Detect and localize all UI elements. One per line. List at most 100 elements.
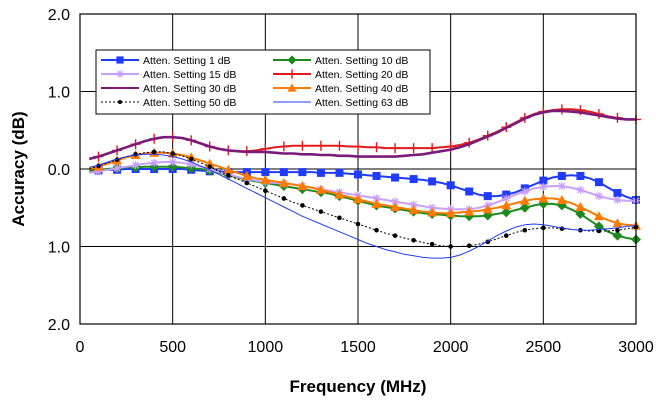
marker-star — [539, 182, 548, 191]
marker-circle — [188, 156, 194, 162]
marker-square — [613, 189, 622, 198]
marker-star — [187, 160, 196, 169]
series-line — [89, 153, 637, 259]
x-tick-label: 1000 — [248, 339, 284, 356]
marker-triangle — [287, 83, 297, 92]
marker-circle — [448, 244, 453, 249]
x-tick-label: 500 — [159, 339, 186, 356]
marker-star — [557, 182, 566, 191]
marker-triangle — [593, 211, 604, 221]
marker-triangle — [371, 198, 382, 208]
marker-triangle — [334, 189, 345, 199]
marker-triangle — [315, 184, 326, 194]
marker-triangle — [390, 201, 401, 211]
marker-circle — [392, 233, 398, 238]
marker-square — [557, 171, 566, 180]
legend-box — [95, 49, 431, 115]
series-8 — [89, 153, 637, 259]
marker-square — [428, 177, 437, 186]
marker-square — [261, 168, 270, 177]
marker-circle — [263, 188, 268, 193]
marker-star — [594, 192, 603, 201]
marker-plus — [334, 140, 345, 151]
marker-circle — [281, 196, 287, 201]
marker-diamond — [501, 207, 512, 218]
x-axis-title: Frequency (MHz) — [290, 377, 427, 396]
legend-item: Atten. Setting 15 dB — [101, 69, 236, 81]
marker-diamond — [287, 55, 297, 65]
legend-item: Atten. Setting 10 dB — [273, 55, 408, 67]
y-tick-label: 2.0 — [48, 7, 70, 24]
marker-square — [279, 168, 288, 177]
marker-triangle — [519, 195, 530, 205]
marker-diamond — [575, 208, 586, 219]
marker-square — [298, 168, 307, 177]
marker-square — [316, 168, 325, 177]
marker-circle — [559, 226, 565, 231]
marker-circle — [615, 227, 620, 233]
legend-label: Atten. Setting 10 dB — [315, 55, 408, 67]
marker-triangle — [241, 170, 252, 180]
x-tick-label: 2500 — [526, 339, 562, 356]
marker-square — [539, 176, 548, 185]
marker-triangle — [278, 177, 289, 187]
marker-triangle — [204, 158, 215, 168]
marker-star — [113, 164, 122, 173]
marker-triangle — [260, 174, 271, 184]
legend-item: Atten. Setting 1 dB — [101, 55, 231, 67]
marker-plus — [278, 141, 289, 152]
legend-label: Atten. Setting 40 dB — [315, 83, 408, 95]
marker-triangle — [427, 207, 438, 217]
marker-square — [594, 178, 603, 187]
marker-triangle — [408, 205, 419, 215]
legend: Atten. Setting 1 dB Atten. Setting 10 dB A… — [95, 49, 431, 115]
marker-star — [150, 158, 159, 167]
marker-star — [205, 165, 214, 173]
marker-diamond — [612, 230, 623, 241]
legend-label: Atten. Setting 50 dB — [143, 97, 236, 109]
series-layer — [88, 104, 641, 259]
legend-label: Atten. Setting 30 dB — [143, 83, 236, 95]
marker-triangle — [223, 164, 234, 174]
y-tick-label: 1.0 — [48, 85, 70, 102]
marker-diamond — [519, 202, 530, 213]
y-axis-title: Accuracy (dB) — [9, 111, 28, 226]
x-tick-label: 0 — [76, 339, 85, 356]
marker-circle — [225, 172, 231, 178]
marker-circle — [151, 149, 157, 155]
marker-circle — [429, 241, 435, 247]
marker-triangle — [556, 195, 567, 204]
marker-circle — [118, 100, 122, 104]
marker-circle — [466, 243, 472, 249]
y-tick-label: 2.0 — [48, 317, 70, 334]
series-5 — [88, 109, 636, 161]
marker-square — [335, 168, 344, 177]
marker-star — [409, 200, 418, 209]
marker-star — [391, 197, 400, 206]
marker-star — [372, 194, 381, 203]
marker-triangle — [445, 208, 456, 218]
marker-circle — [411, 238, 416, 243]
marker-square — [576, 171, 585, 180]
legend-item: Atten. Setting 50 dB — [101, 97, 236, 109]
marker-plus — [556, 104, 567, 115]
marker-circle — [318, 209, 324, 214]
y-tick-label: 0.0 — [48, 162, 70, 179]
marker-circle — [133, 151, 138, 157]
ticks: 0 500 1000 1500 2000 2500 3000 2.0 1.0 0.0 1.0 2.0 — [48, 7, 654, 356]
marker-circle — [337, 215, 342, 221]
legend-item: Atten. Setting 40 dB — [273, 83, 408, 95]
series-line — [88, 109, 636, 161]
marker-circle — [522, 227, 528, 233]
marker-plus — [371, 142, 382, 153]
marker-plus — [390, 143, 401, 154]
marker-circle — [207, 164, 213, 169]
marker-circle — [541, 225, 546, 231]
marker-star — [116, 70, 124, 78]
marker-star — [94, 167, 103, 176]
marker-circle — [503, 233, 509, 238]
legend-item: Atten. Setting 20 dB — [273, 69, 408, 81]
legend-label: Atten. Setting 63 dB — [315, 97, 408, 109]
legend-label: Atten. Setting 15 dB — [143, 69, 236, 81]
